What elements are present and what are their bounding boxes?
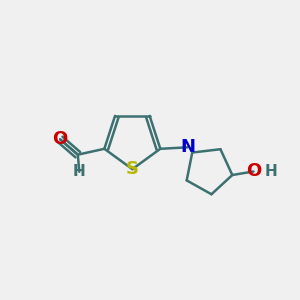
Text: H: H (264, 164, 277, 179)
Text: H: H (73, 164, 86, 179)
Text: S: S (126, 160, 139, 178)
Text: O: O (52, 130, 68, 148)
Text: N: N (180, 138, 195, 156)
Text: O: O (246, 163, 261, 181)
